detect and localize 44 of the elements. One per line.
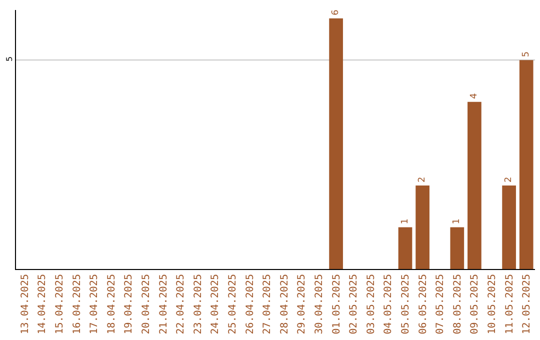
x-tick-label: 06.05.2025 [418, 274, 429, 334]
x-tick-label: 07.05.2025 [435, 274, 446, 334]
data-label: 6 [331, 9, 342, 16]
x-tick-label: 01.05.2025 [331, 274, 342, 334]
bar [329, 18, 343, 269]
bar [502, 185, 516, 269]
x-tick-label: 14.04.2025 [37, 274, 48, 334]
data-label: 2 [418, 176, 428, 182]
x-tick-label: 21.04.2025 [158, 274, 170, 334]
x-tick-label: 28.04.2025 [279, 274, 290, 334]
bar [416, 185, 430, 269]
x-tick-label: 05.05.2025 [400, 274, 412, 334]
x-tick-label: 18.04.2025 [106, 274, 118, 334]
x-tick-label: 12.05.2025 [522, 274, 533, 334]
x-tick-label: 03.05.2025 [366, 274, 377, 334]
data-label: 4 [469, 92, 480, 99]
data-label: 2 [504, 176, 514, 182]
x-tick-label: 02.05.2025 [348, 274, 360, 334]
x-tick-label: 08.05.2025 [452, 274, 464, 334]
x-tick-label: 27.04.2025 [262, 274, 274, 334]
x-tick-label: 30.04.2025 [314, 274, 325, 334]
data-label: 5 [521, 51, 532, 58]
x-tick-label: 04.05.2025 [383, 274, 394, 334]
x-tick-label: 16.04.2025 [72, 274, 83, 334]
x-tick-label: 29.04.2025 [296, 274, 308, 334]
data-label: 1 [452, 218, 462, 224]
x-tick-label: 15.04.2025 [54, 274, 66, 334]
x-tick-label: 17.04.2025 [89, 274, 100, 334]
x-tick-label: 13.04.2025 [20, 274, 31, 334]
bar [398, 227, 412, 269]
x-tick-label: 10.05.2025 [487, 274, 498, 334]
bar [519, 60, 534, 269]
x-tick-label: 09.05.2025 [470, 274, 481, 334]
x-tick-label: 22.04.2025 [176, 274, 187, 334]
bar [468, 102, 482, 269]
x-tick-label: 20.04.2025 [141, 274, 152, 334]
x-tick-label: 26.04.2025 [244, 274, 256, 334]
x-tick-label: 19.04.2025 [124, 274, 135, 334]
x-tick-label: 11.05.2025 [504, 274, 516, 334]
x-tick-label: 24.04.2025 [210, 274, 222, 334]
x-tick-label: 25.04.2025 [228, 274, 238, 334]
bar [450, 227, 464, 269]
data-label: 1 [400, 218, 410, 224]
x-tick-label: 23.04.2025 [192, 274, 204, 334]
